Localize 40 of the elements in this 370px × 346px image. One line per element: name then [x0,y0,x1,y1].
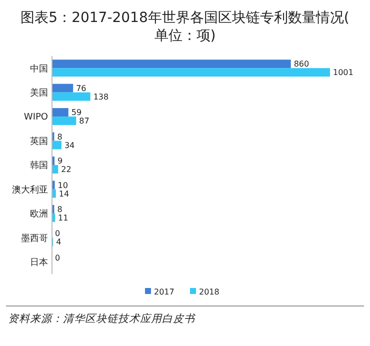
y-tick-label: 韩国 [30,160,48,172]
legend-label: 2018 [199,287,220,296]
data-label: 9 [58,156,63,166]
data-label: 14 [58,189,70,198]
data-label: 138 [93,92,109,102]
bar [52,68,330,77]
data-label: 1001 [333,68,354,78]
data-label: 87 [79,116,90,126]
data-label: 22 [61,165,72,174]
bar [52,140,62,150]
data-label: 4 [56,238,62,247]
y-tick-label: 中国 [30,63,48,74]
bar [52,92,90,101]
bar [52,189,56,198]
bar [52,84,74,92]
y-tick-label: 墨西哥 [21,232,48,244]
data-label: 59 [71,108,82,118]
data-label: 10 [58,180,68,190]
y-tick-label: 日本 [30,257,48,268]
bar [52,165,58,174]
data-label: 0 [55,229,60,238]
data-label: 8 [57,132,62,142]
legend-label: 2017 [154,287,174,296]
data-label: 8 [57,205,62,214]
y-tick-label: 澳大利亚 [12,184,48,196]
y-tick-label: 英国 [30,136,48,147]
y-tick-label: WIPO [24,112,48,123]
data-label: 860 [294,60,310,69]
bar [52,60,291,68]
bar [52,108,68,117]
y-tick-label: 美国 [30,87,48,98]
data-label: 76 [76,84,86,93]
y-tick-label: 欧洲 [30,208,48,220]
data-label: 0 [55,253,60,262]
bar [52,116,76,126]
data-label: 34 [64,140,75,150]
chart-title: 图表5：2017-2018年世界各国区块链专利数量情况(单位：项) [20,10,350,44]
data-label: 11 [58,213,68,222]
text: 资料来源：清华区块链技术应用白皮书 [8,313,196,325]
bar [52,180,55,190]
